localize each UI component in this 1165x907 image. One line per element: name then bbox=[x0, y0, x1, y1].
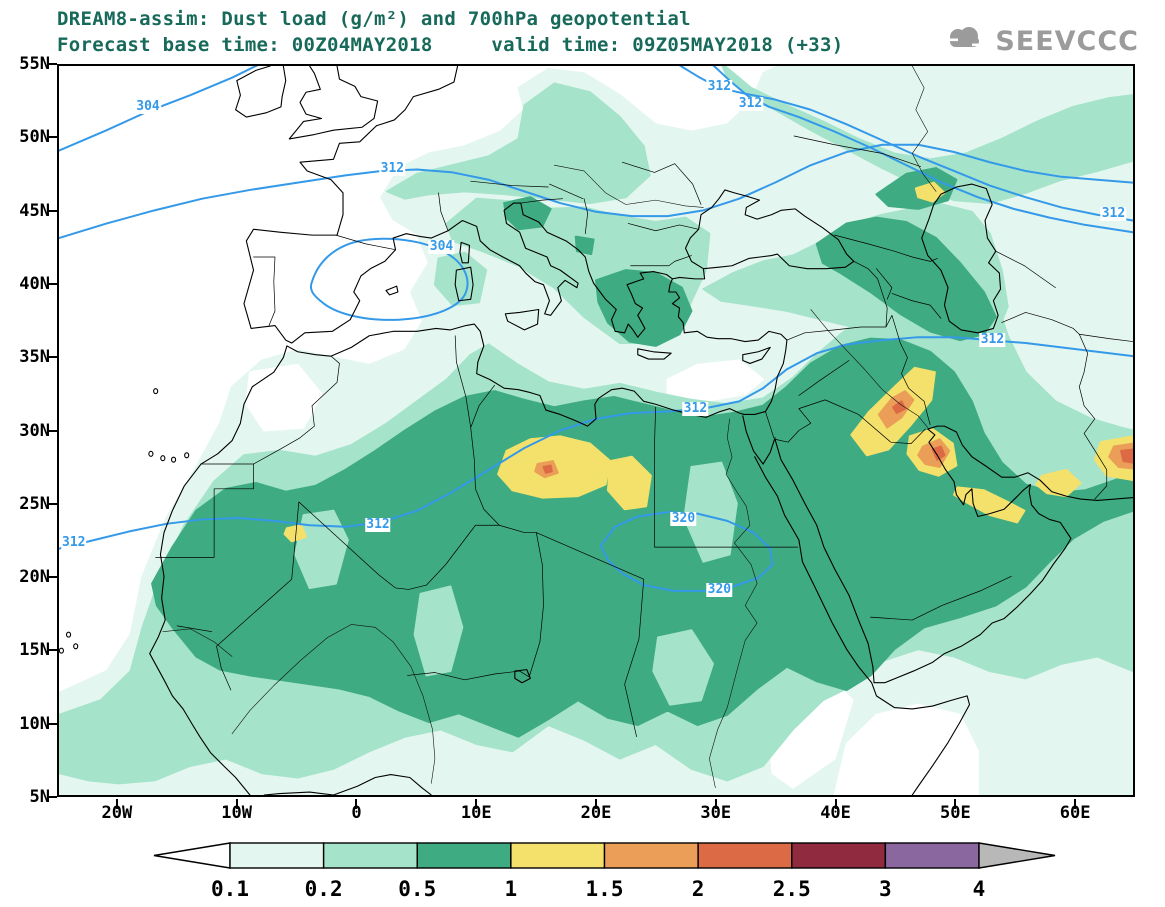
geopotential-contour-label: 320 bbox=[670, 511, 697, 527]
lon-tick-mark bbox=[954, 799, 957, 809]
lat-tick-mark bbox=[47, 429, 57, 432]
lat-tick-mark bbox=[47, 63, 57, 65]
lat-axis-label: 35N bbox=[19, 347, 50, 368]
lat-axis-label: 55N bbox=[19, 54, 50, 74]
colorbar-level-label: 2.5 bbox=[773, 877, 811, 901]
lat-tick-mark bbox=[47, 356, 57, 359]
geopotential-contour-label: 312 bbox=[61, 535, 87, 551]
lon-axis-label: 0 bbox=[351, 803, 362, 823]
rivers bbox=[163, 66, 936, 788]
geopotential-contour-label: 312 bbox=[979, 331, 1006, 347]
colorbar-level-label: 0.1 bbox=[211, 877, 249, 901]
logo-brand-text: SEEVCCC bbox=[995, 26, 1139, 57]
geopotential-contour-label: 312 bbox=[706, 78, 733, 94]
chart-subtitle: Forecast base time: 00Z04MAY2018 valid t… bbox=[57, 34, 844, 56]
colorbar-cell bbox=[510, 842, 606, 869]
lat-tick-mark bbox=[47, 136, 57, 139]
lat-axis-label: 40N bbox=[19, 273, 50, 294]
lon-axis-label: 60E bbox=[1059, 803, 1091, 823]
colorbar-container: 0.1 0.2 0.5 1 1.5 2 2.5 3 4 bbox=[152, 842, 1057, 907]
colorbar-level-label: 1 bbox=[505, 877, 518, 901]
geopotential-contour-label: 304 bbox=[428, 238, 455, 254]
colorbar-arrow bbox=[153, 842, 231, 869]
geopotential-contour-label: 312 bbox=[737, 95, 764, 111]
colorbar-level-label: 3 bbox=[879, 877, 892, 901]
colorbar-level-label: 4 bbox=[973, 877, 986, 901]
colorbar-level-label: 1.5 bbox=[586, 877, 624, 901]
lat-tick-mark bbox=[47, 796, 57, 798]
lon-tick-mark bbox=[355, 799, 358, 809]
lon-tick-mark bbox=[1074, 799, 1077, 809]
lon-tick-mark bbox=[115, 799, 118, 809]
lat-tick-mark bbox=[47, 209, 57, 212]
geopotential-contour-label: 312 bbox=[1100, 206, 1127, 222]
lon-tick-mark bbox=[235, 799, 238, 809]
lat-tick-mark bbox=[47, 282, 57, 285]
geopotential-contour-lines bbox=[59, 66, 1133, 591]
colorbar-cell bbox=[697, 842, 793, 869]
lon-axis-label: 40E bbox=[820, 803, 851, 823]
geopotential-contour-label: 312 bbox=[379, 160, 406, 176]
lat-axis-label: 15N bbox=[19, 640, 50, 661]
colorbar-level-label: 2 bbox=[692, 877, 705, 901]
lat-axis-label: 45N bbox=[19, 200, 50, 221]
lat-tick-mark bbox=[47, 722, 57, 725]
coastlines bbox=[59, 66, 1133, 795]
lat-axis-label: 25N bbox=[19, 493, 50, 514]
map-plot-area bbox=[57, 64, 1135, 797]
lon-tick-mark bbox=[834, 799, 837, 809]
lat-axis-label: 5N bbox=[29, 787, 50, 807]
dust-load-colorbar: 0.1 0.2 0.5 1 1.5 2 2.5 3 4 bbox=[153, 842, 1056, 901]
lon-axis-label: 30E bbox=[700, 803, 732, 823]
lat-tick-mark bbox=[47, 576, 57, 579]
lon-tick-mark bbox=[475, 799, 478, 809]
lat-axis-label: 30N bbox=[19, 420, 50, 441]
colorbar-level-label: 0.5 bbox=[398, 877, 436, 901]
lon-axis-label: 10W bbox=[221, 803, 253, 823]
colorbar-cell bbox=[416, 842, 512, 869]
chart-title: DREAM8-assim: Dust load (g/m²) and 700hP… bbox=[57, 8, 691, 30]
colorbar-cell bbox=[791, 842, 887, 869]
colorbar-cell bbox=[229, 842, 325, 869]
geopotential-contour-label: 304 bbox=[135, 98, 161, 114]
lon-tick-mark bbox=[714, 799, 717, 809]
colorbar-cell bbox=[603, 842, 699, 869]
country-borders bbox=[156, 136, 1133, 737]
colorbar-cell bbox=[322, 842, 418, 869]
seevccc-logo: SEEVCCC bbox=[942, 22, 1139, 61]
lon-axis-label: 20W bbox=[101, 803, 133, 823]
geopotential-contour-label: 312 bbox=[365, 517, 391, 533]
lat-tick-mark bbox=[47, 649, 57, 652]
dust-fill-layer bbox=[59, 66, 1133, 795]
lat-tick-mark bbox=[47, 502, 57, 505]
lat-axis-label: 10N bbox=[19, 713, 50, 734]
lon-tick-mark bbox=[595, 799, 597, 809]
geopotential-contour-label: 312 bbox=[682, 401, 709, 417]
cloud-logo-icon bbox=[942, 22, 988, 61]
colorbar-level-label: 0.2 bbox=[305, 877, 343, 901]
colorbar-arrow bbox=[978, 842, 1056, 869]
lon-axis-label: 20E bbox=[580, 803, 612, 823]
geopotential-contour-label: 320 bbox=[706, 581, 733, 597]
colorbar-cell bbox=[884, 842, 980, 869]
lon-axis-label: 10E bbox=[460, 803, 492, 823]
lat-axis-label: 20N bbox=[19, 567, 50, 588]
lon-axis-label: 50E bbox=[939, 803, 971, 823]
lat-axis-label: 50N bbox=[19, 127, 50, 148]
dust-geopotential-map bbox=[59, 66, 1133, 795]
